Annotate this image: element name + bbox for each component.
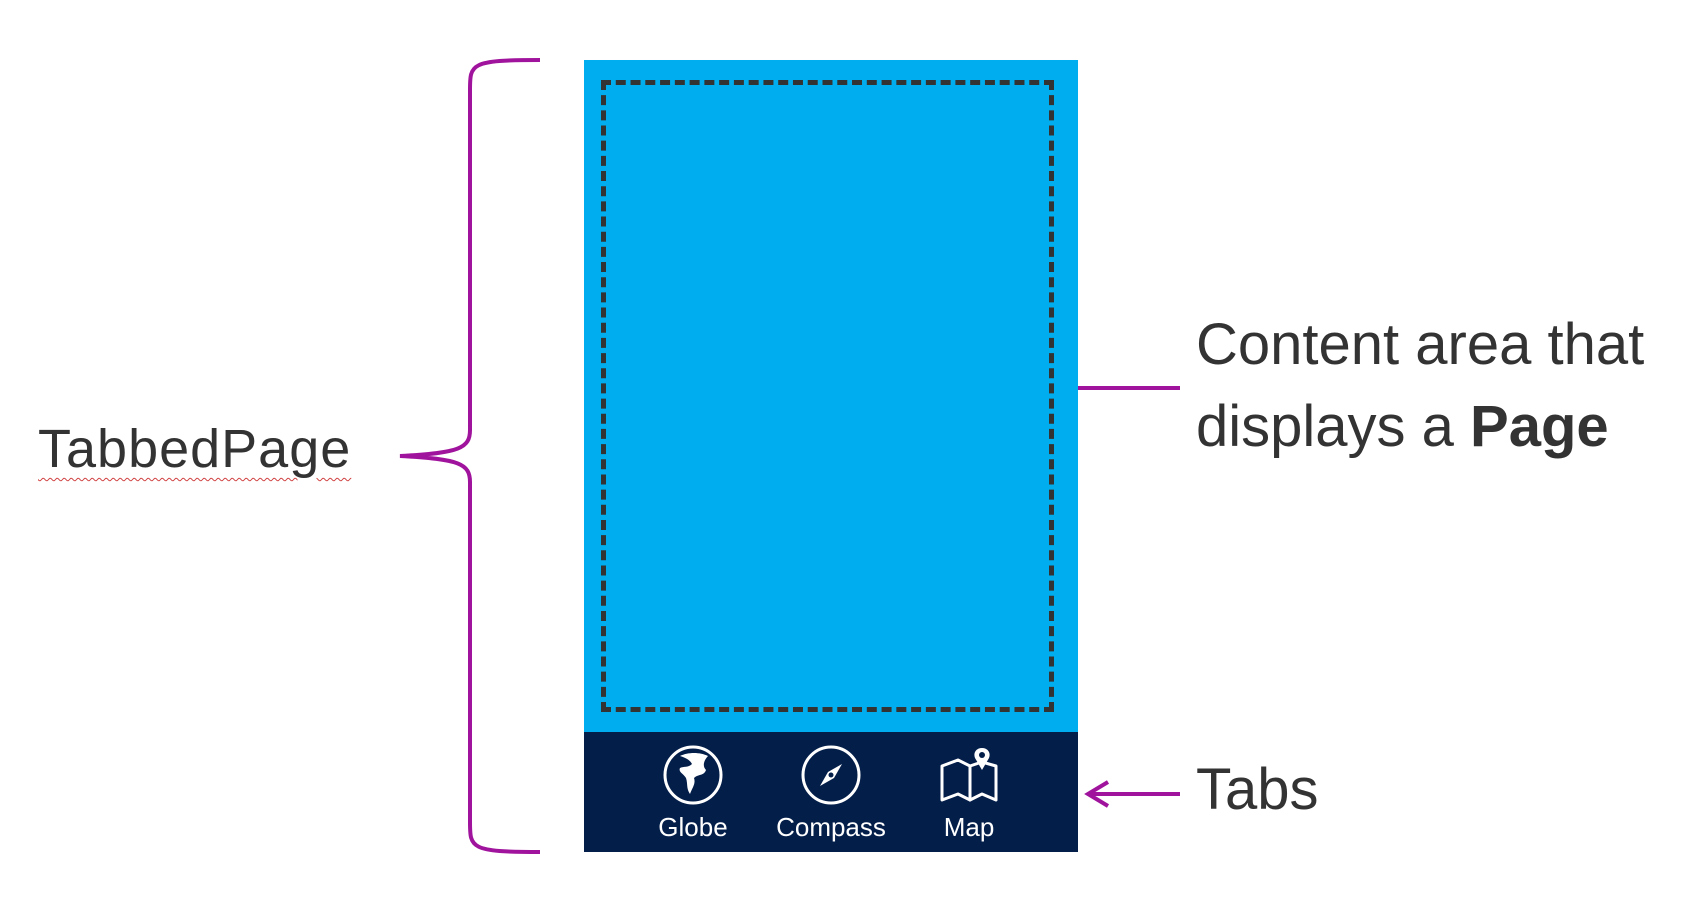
tab-compass[interactable]: Compass <box>771 732 891 843</box>
tab-map[interactable]: Map <box>909 732 1029 843</box>
globe-icon <box>663 745 723 805</box>
tabbed-page-mockup: Globe Compass Map <box>584 60 1078 852</box>
tabs-arrow <box>1084 780 1180 808</box>
tabbedpage-label: TabbedPage <box>38 419 352 479</box>
callout-line-1: Content area that <box>1196 312 1645 377</box>
tab-label: Compass <box>776 812 886 842</box>
tab-label: Map <box>943 812 995 842</box>
content-area <box>601 80 1054 712</box>
page-keyword: Page <box>1470 394 1609 459</box>
tab-label: Globe <box>658 812 728 842</box>
tab-globe[interactable]: Globe <box>633 732 753 843</box>
map-icon <box>940 748 998 802</box>
tab-bar: Globe Compass Map <box>584 732 1078 852</box>
tabs-callout: Tabs <box>1196 757 1319 822</box>
callout-line-2: displays a Page <box>1196 394 1609 459</box>
content-area-callout: Content area that displays a Page <box>1196 304 1644 468</box>
tabbedpage-brace <box>399 58 541 854</box>
compass-icon <box>801 745 861 805</box>
